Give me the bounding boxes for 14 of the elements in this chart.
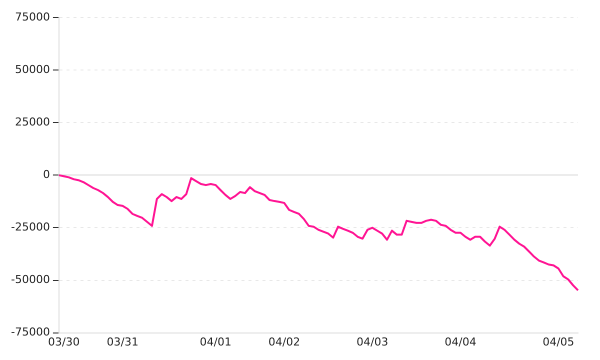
y-tick-label: 0	[42, 168, 50, 182]
y-tick-label: -75000	[10, 326, 50, 339]
x-tick-label: 03/30	[48, 335, 80, 348]
x-tick-label: 04/04	[444, 335, 476, 348]
y-tick-label: 25000	[14, 116, 50, 129]
y-tick-label: 75000	[14, 10, 50, 24]
y-tick-label: 50000	[14, 62, 50, 76]
x-tick-label: 03/31	[106, 335, 138, 348]
x-tick-label: 04/01	[200, 335, 232, 348]
x-tick-label: 04/03	[356, 335, 388, 348]
x-tick-label: 04/05	[542, 335, 574, 348]
y-tick-label: -50000	[10, 273, 50, 286]
y-tick-label: -25000	[10, 220, 50, 234]
x-tick-label: 04/02	[268, 335, 300, 348]
